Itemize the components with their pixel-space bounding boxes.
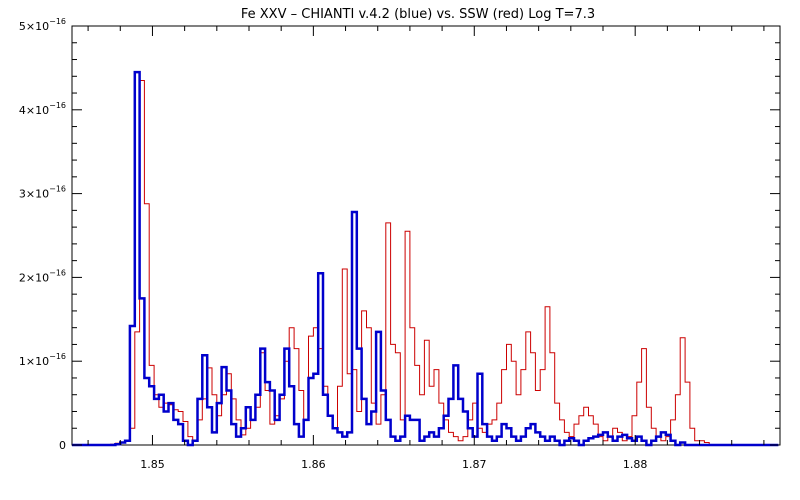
y-tick-label: 4×10−16 [19,101,66,117]
y-axis: 0 1×10−16 2×10−16 3×10−16 4×10−16 5×10−16 [19,17,780,452]
plot-border [71,25,781,446]
series-layer [72,70,779,447]
y-tick-label: 3×10−16 [19,185,66,201]
series-line-1 [72,70,779,447]
y-tick-label: 1×10−16 [19,352,66,368]
plot-frame [71,25,781,446]
y-tick-label: 2×10−16 [19,268,66,284]
series-line-0 [72,80,779,446]
x-tick-label: 1.88 [623,458,648,471]
x-tick-label: 1.87 [462,458,487,471]
x-axis: 1.85 1.86 1.87 1.88 [87,26,765,471]
x-tick-label: 1.85 [140,458,165,471]
chart-title: Fe XXV – CHIANTI v.4.2 (blue) vs. SSW (r… [241,7,595,22]
y-tick-label: 0 [59,439,66,452]
y-tick-label: 5×10−16 [19,17,66,33]
x-tick-label: 1.86 [301,458,326,471]
